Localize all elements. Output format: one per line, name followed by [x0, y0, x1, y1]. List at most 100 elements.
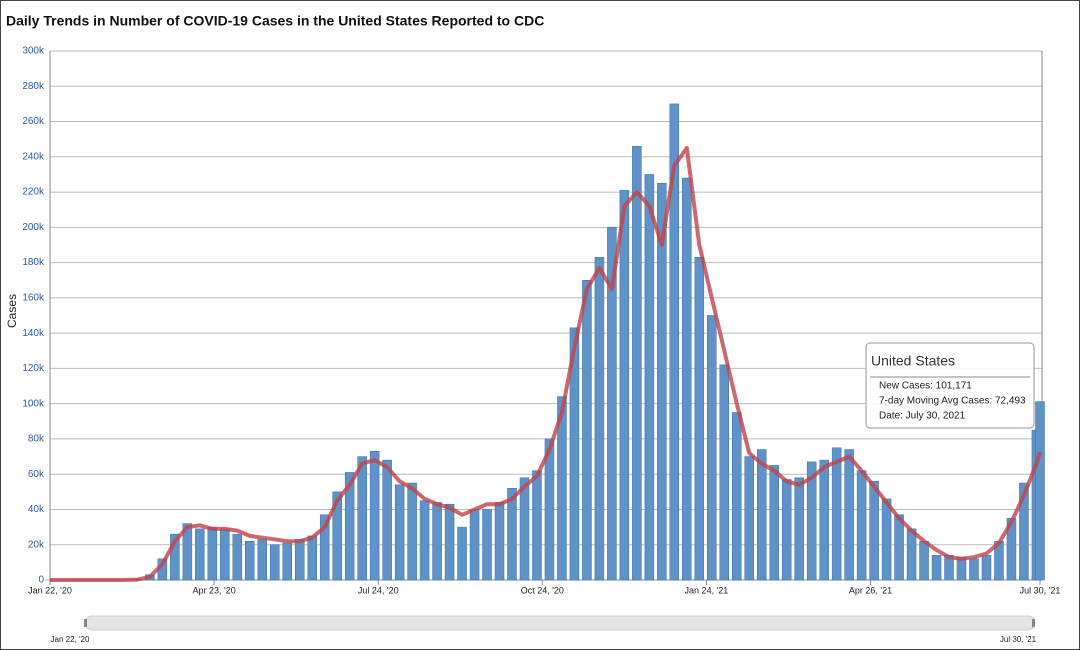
bar — [444, 503, 455, 581]
tooltip-row: New Cases: 101,171 — [879, 381, 972, 392]
bar — [657, 183, 667, 581]
bar — [1035, 401, 1045, 581]
bar — [282, 542, 292, 581]
bar — [432, 502, 442, 581]
bar — [294, 539, 305, 581]
bar — [357, 456, 367, 581]
y-tick-label: 140k — [22, 328, 45, 339]
bar — [981, 555, 992, 581]
bar — [844, 449, 854, 581]
y-tick-label: 80k — [28, 434, 45, 445]
bar — [669, 103, 680, 581]
bar — [507, 488, 517, 581]
bar — [332, 491, 342, 581]
navigator-handle-left[interactable] — [84, 619, 87, 627]
bar — [419, 500, 430, 581]
tooltip-row: 7-day Moving Avg Cases: 72,493 — [879, 396, 1026, 407]
moving-average-line — [50, 146, 1042, 582]
bar — [881, 498, 892, 581]
bar — [369, 451, 380, 581]
bar — [607, 227, 617, 581]
x-tick-label: Jul 30, '21 — [1020, 585, 1061, 595]
bar — [781, 479, 792, 581]
bar — [207, 526, 218, 581]
bar — [719, 364, 730, 581]
bar — [794, 477, 804, 581]
bar — [270, 544, 280, 581]
x-tick-label: Apr 26, '21 — [849, 585, 892, 595]
bar — [569, 327, 580, 581]
bar — [619, 190, 630, 581]
bar — [469, 509, 480, 581]
x-tick-label: Oct 24, '20 — [521, 585, 564, 595]
y-tick-label: 20k — [28, 539, 45, 550]
bar — [756, 449, 767, 581]
bar — [307, 535, 317, 581]
bar — [344, 472, 355, 581]
y-tick-label: 280k — [22, 81, 45, 92]
bar — [644, 174, 655, 581]
bar — [594, 257, 605, 581]
y-tick-label: 220k — [22, 187, 45, 198]
bar — [1019, 482, 1029, 581]
bar — [894, 514, 904, 581]
bar — [195, 528, 205, 581]
bar — [869, 481, 879, 581]
navigator-handle-right[interactable] — [1032, 619, 1035, 627]
bar — [232, 533, 243, 581]
bar — [856, 470, 867, 581]
tooltip-box — [865, 342, 1035, 429]
bar — [170, 533, 180, 581]
chart-title: Daily Trends in Number of COVID-19 Cases… — [6, 13, 544, 29]
bar — [931, 555, 942, 581]
bar — [557, 396, 567, 581]
bar — [632, 145, 642, 581]
y-tick-label: 60k — [28, 469, 45, 480]
bar — [744, 456, 754, 581]
bar — [769, 465, 779, 581]
bar — [394, 484, 405, 581]
y-axis-title: Cases — [5, 294, 19, 328]
bar — [906, 528, 917, 581]
bar — [819, 459, 829, 581]
x-tick-label: Jan 22, '20 — [28, 585, 72, 595]
bar — [482, 509, 492, 581]
bar — [319, 514, 330, 581]
x-tick-label: Jul 24, '20 — [358, 585, 399, 595]
bar — [245, 540, 255, 581]
bar — [682, 177, 692, 581]
y-tick-label: 180k — [22, 257, 45, 268]
bar — [532, 470, 542, 581]
bar — [831, 447, 842, 581]
bar — [969, 558, 979, 581]
y-tick-label: 160k — [22, 293, 45, 304]
bar — [494, 502, 505, 581]
y-tick-label: 100k — [22, 398, 45, 409]
bar — [582, 279, 592, 581]
bar — [382, 459, 392, 581]
bar — [694, 257, 705, 581]
y-tick-label: 240k — [22, 151, 45, 162]
y-tick-label: 120k — [22, 363, 45, 374]
tooltip-title: United States — [871, 353, 955, 369]
navigator-end-label: Jul 30, '21 — [1000, 635, 1037, 644]
y-tick-label: 260k — [22, 116, 45, 127]
tooltip: United States New Cases: 101,171 7-day Mov… — [865, 342, 1035, 429]
bar — [457, 526, 467, 581]
navigator-start-label: Jan 22, '20 — [51, 635, 90, 644]
y-tick-label: 40k — [28, 504, 45, 515]
tooltip-row: Date: July 30, 2021 — [879, 411, 966, 422]
bar — [257, 539, 268, 581]
bar — [732, 412, 742, 581]
x-tick-label: Apr 23, '20 — [192, 585, 235, 595]
bar — [919, 540, 929, 581]
y-tick-label: 300k — [22, 46, 45, 57]
bar — [220, 528, 230, 581]
bar — [519, 477, 530, 581]
bar — [806, 461, 817, 581]
y-tick-label: 0 — [38, 575, 44, 586]
bar — [707, 315, 717, 581]
x-tick-label: Jan 24, '21 — [685, 585, 729, 595]
navigator-track[interactable] — [84, 615, 1036, 631]
